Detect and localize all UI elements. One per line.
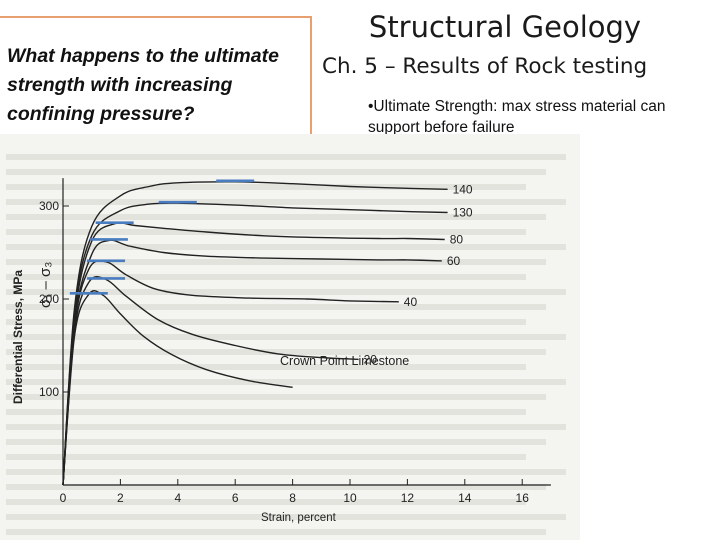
text-stripe: [6, 154, 566, 160]
x-tick-label: 4: [174, 491, 181, 505]
text-stripe: [6, 469, 566, 475]
text-stripe: [6, 334, 566, 340]
text-stripe: [6, 214, 546, 220]
curve-60: [62, 239, 442, 486]
text-stripe: [6, 349, 546, 355]
chart-title: Crown Point Limestone: [280, 354, 409, 368]
text-stripe: [6, 199, 566, 205]
text-stripe: [6, 244, 566, 250]
curve-label: 130: [453, 206, 473, 220]
curve-label: 80: [450, 232, 464, 246]
bullet-point: •Ultimate Strength: max stress material …: [368, 98, 666, 136]
x-tick-label: 8: [289, 491, 296, 505]
text-stripe: [6, 229, 526, 235]
stress-strain-chart: 0 2 4 6 8 10 12 14 16 100 200 300 140 130 80 60 40 20 Cr…: [0, 134, 580, 540]
text-stripe: [6, 409, 526, 415]
curve-label: 40: [404, 295, 418, 309]
x-tick-label: 16: [516, 491, 530, 505]
text-stripe: [6, 379, 566, 385]
y-tick-label: 300: [39, 199, 59, 213]
text-stripe: [6, 259, 546, 265]
text-stripe: [6, 439, 546, 445]
x-tick-label: 14: [458, 491, 472, 505]
background-text: [6, 154, 566, 535]
text-stripe: [6, 484, 546, 490]
text-stripe: [6, 424, 566, 430]
text-stripe: [6, 364, 526, 370]
x-tick-label: 10: [343, 491, 357, 505]
axes: 0 2 4 6 8 10 12 14 16 100 200 300: [39, 178, 551, 505]
x-tick-label: 6: [232, 491, 239, 505]
text-stripe: [6, 289, 566, 295]
x-tick-label: 12: [401, 491, 415, 505]
question-box: What happens to the ultimate strength wi…: [0, 16, 312, 140]
y-tick-label: 200: [39, 292, 59, 306]
curve-unlabeled: [62, 290, 293, 486]
text-stripe: [6, 274, 526, 280]
curve-label: 140: [453, 182, 473, 196]
y-tick-label: 100: [39, 385, 59, 399]
x-tick-label: 0: [60, 491, 67, 505]
figure-scan: 0 2 4 6 8 10 12 14 16 100 200 300 140 130 80 60 40 20 Cr…: [0, 134, 580, 540]
question-text: What happens to the ultimate strength wi…: [7, 45, 279, 125]
slide-subtitle: Ch. 5 – Results of Rock testing: [322, 54, 648, 79]
sigma-label: σ₁ – σ₃: [37, 262, 54, 308]
text-stripe: [6, 454, 526, 460]
curve-40: [62, 260, 399, 486]
curves: 140 130 80 60 40 20: [62, 181, 473, 486]
text-stripe: [6, 184, 526, 190]
curve-label: 60: [447, 254, 461, 268]
text-stripe: [6, 394, 546, 400]
text-stripe: [6, 499, 526, 505]
text-stripe: [6, 319, 526, 325]
peak-markers: [69, 179, 255, 295]
x-axis-label: Strain, percent: [261, 512, 337, 524]
x-tick-label: 2: [117, 491, 124, 505]
curve-20: [62, 276, 359, 486]
curve-80: [62, 222, 445, 486]
curve-label: 20: [364, 352, 378, 366]
y-axis-label: Differential Stress, MPa: [11, 270, 25, 404]
slide-title: Structural Geology: [368, 10, 642, 44]
text-stripe: [6, 304, 546, 310]
text-stripe: [6, 529, 546, 535]
text-stripe: [6, 169, 546, 175]
text-stripe: [6, 514, 566, 520]
